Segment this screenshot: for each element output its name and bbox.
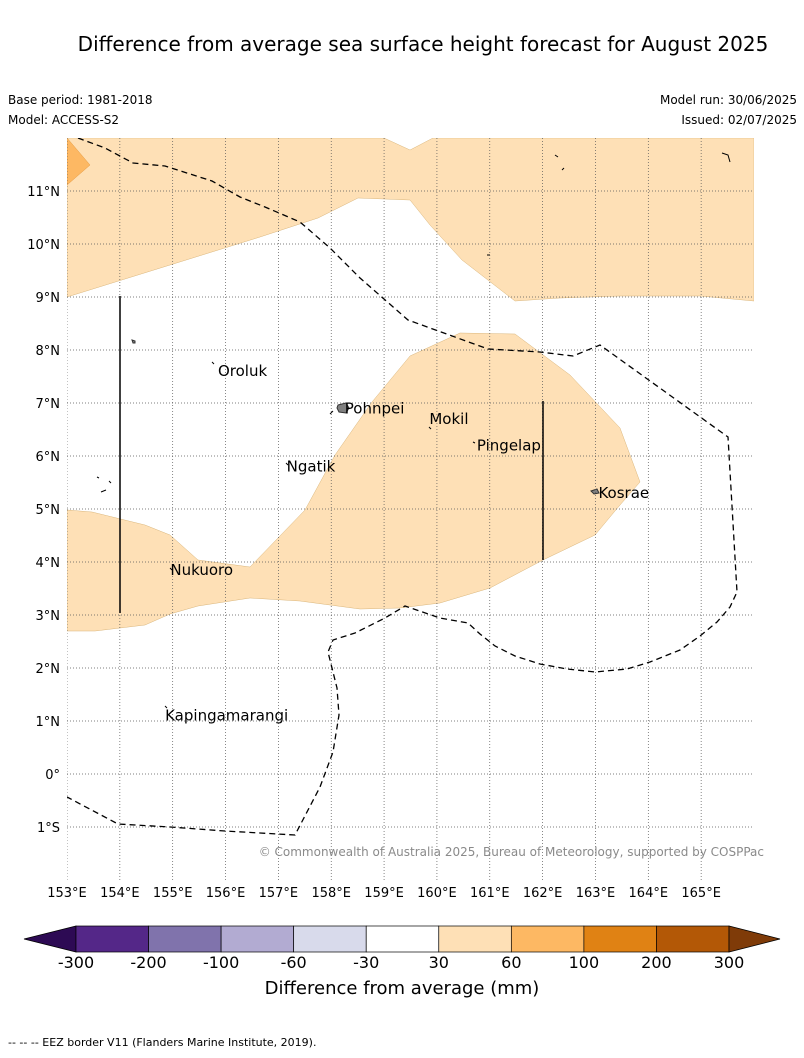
longitude-label: 160°E (417, 886, 457, 901)
latitude-label: 1°S (37, 821, 60, 836)
latitude-label: 5°N (36, 503, 61, 518)
atoll-mark (131, 339, 136, 344)
colorbar-segment (583, 925, 657, 953)
colorbar-segment (75, 925, 149, 953)
colorbar-tick-label: 200 (641, 953, 672, 972)
base-period: Base period: 1981-2018 (8, 93, 153, 107)
place-label-ngatik: Ngatik (287, 458, 336, 476)
longitude-label: 155°E (153, 886, 193, 901)
place-label-kapingamarangi: Kapingamarangi (165, 707, 288, 725)
colorbar-extend-low (23, 925, 77, 953)
place-label-nukuoro: Nukuoro (170, 561, 233, 579)
latitude-label: 11°N (27, 185, 60, 200)
longitude-label: 159°E (364, 886, 404, 901)
colorbar-tick-label: -60 (280, 953, 307, 972)
anomaly-region-60-100 (67, 138, 91, 186)
kosrae-island (590, 488, 600, 495)
latitude-label: 4°N (36, 556, 61, 571)
colorbar-tick-label: -30 (353, 953, 380, 972)
latitude-label: 7°N (36, 397, 61, 412)
map-plot-area (67, 138, 754, 880)
anomaly-region-south (67, 332, 641, 632)
place-labels: Oroluk Pohnpei Mokil Pingelap Ngatik Kosrae Nu… (165, 362, 649, 725)
colorbar-extend-high (728, 925, 781, 953)
longitude-label: 163°E (576, 886, 616, 901)
small-islets (96, 152, 731, 709)
longitude-label: 161°E (470, 886, 510, 901)
colorbar-title: Difference from average (mm) (264, 978, 540, 999)
colorbar-tick-label: 60 (501, 953, 522, 972)
colorbar-segment (220, 925, 295, 953)
issued-date: Issued: 02/07/2025 (681, 113, 797, 127)
longitude-label: 162°E (523, 886, 563, 901)
colorbar-tick-label: -200 (130, 953, 167, 972)
latitude-label: 3°N (36, 609, 61, 624)
longitude-labels: 153°E 154°E 155°E 156°E 157°E 158°E 159°E 160°E… (47, 886, 721, 901)
place-label-pingelap: Pingelap (477, 436, 541, 454)
latitude-labels: 11°N 10°N 9°N 8°N 7°N 6°N 5°N 4°N 3°N 2°N 1°N 0° 1°S (27, 185, 60, 836)
eez-footnote: -- -- -- EEZ border V11 (Flanders Marine… (8, 1036, 317, 1049)
anomaly-region-north (67, 138, 754, 302)
place-label-pohnpei: Pohnpei (345, 399, 405, 417)
eez-border-north (67, 138, 738, 836)
latitude-label: 0° (45, 768, 60, 783)
colorbar-tick-label: 300 (713, 953, 745, 972)
colorbar-segment (656, 925, 730, 953)
colorbar-tick-label: -300 (57, 953, 95, 972)
place-label-oroluk: Oroluk (218, 362, 267, 380)
colorbar-segment (438, 925, 512, 953)
longitude-label: 164°E (629, 886, 669, 901)
longitude-label: 158°E (311, 886, 351, 901)
longitude-label: 165°E (681, 886, 721, 901)
latitude-label: 6°N (36, 450, 61, 465)
colorbar-tick-label: 100 (568, 953, 600, 972)
latitude-label: 8°N (36, 344, 61, 359)
colorbar-tick-label: -100 (202, 953, 240, 972)
place-label-kosrae: Kosrae (598, 484, 649, 502)
latitude-label: 2°N (36, 662, 61, 677)
latitude-label: 10°N (27, 238, 60, 253)
longitude-label: 153°E (47, 886, 87, 901)
colorbar-segment (293, 925, 367, 953)
longitude-label: 157°E (259, 886, 299, 901)
colorbar-tick-label: 30 (428, 953, 449, 972)
colorbar (23, 925, 781, 953)
place-label-mokil: Mokil (429, 410, 468, 428)
latitude-label: 9°N (36, 291, 61, 306)
colorbar-segment (148, 925, 222, 953)
model-run: Model run: 30/06/2025 (659, 93, 797, 107)
longitude-label: 154°E (100, 886, 140, 901)
longitude-label: 156°E (206, 886, 246, 901)
latitude-label: 1°N (36, 715, 61, 730)
model-name: Model: ACCESS-S2 (8, 113, 120, 127)
colorbar-segment (510, 925, 585, 953)
credit-text: © Commonwealth of Australia 2025, Bureau… (258, 845, 764, 859)
map-title: Difference from average sea surface heig… (77, 32, 769, 56)
colorbar-segment (365, 925, 440, 953)
